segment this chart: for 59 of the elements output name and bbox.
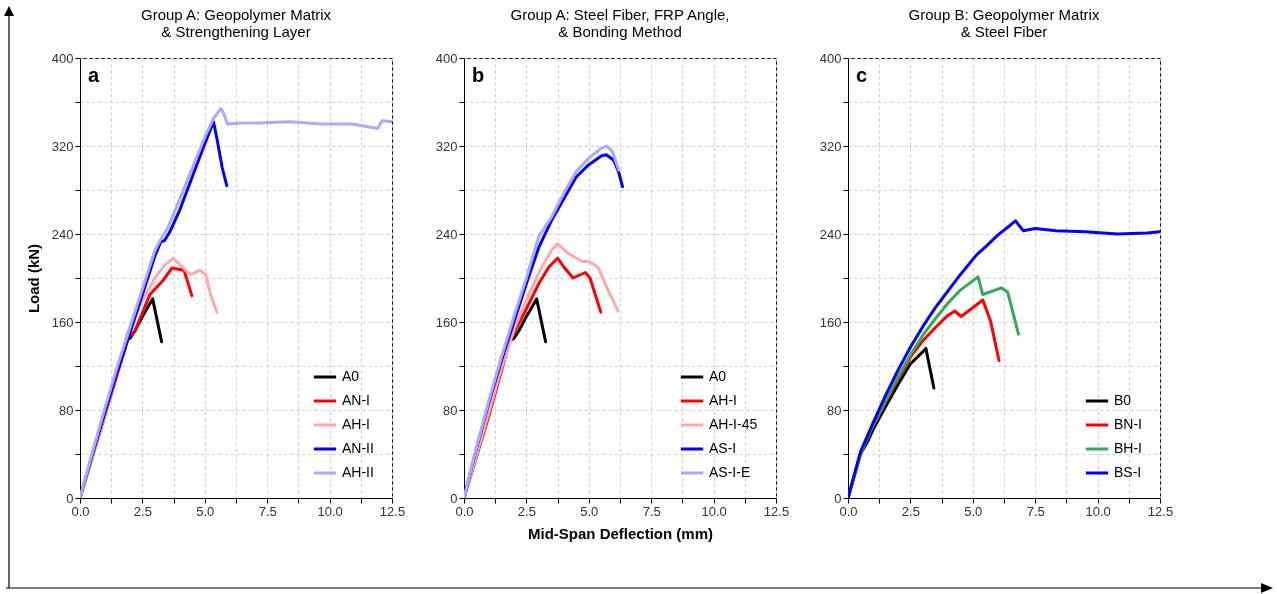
y-tick-label: 320 bbox=[51, 138, 74, 154]
y-tick-label: 320 bbox=[819, 138, 842, 154]
x-tick-label: 0.0 bbox=[71, 503, 90, 519]
x-tick-label: 12.5 bbox=[379, 503, 406, 519]
legend-label: AH-I-45 bbox=[709, 416, 758, 432]
x-tick-label: 12.5 bbox=[763, 503, 790, 519]
legend-label: AH-I bbox=[709, 392, 737, 408]
y-tick-label: 160 bbox=[435, 314, 458, 330]
legend-label: AS-I-E bbox=[709, 464, 751, 480]
y-tick-label: 400 bbox=[51, 50, 74, 66]
chart-title: Group A: Geopolymer Matrix & Strengthening Layer bbox=[140, 6, 332, 40]
y-tick-label: 400 bbox=[435, 50, 458, 66]
x-tick-label: 7.5 bbox=[642, 503, 661, 519]
y-tick-label: 0 bbox=[450, 490, 458, 506]
y-tick-label: 240 bbox=[51, 226, 74, 242]
legend-label: A0 bbox=[709, 368, 727, 384]
y-tick-label: 0 bbox=[66, 490, 74, 506]
x-tick-label: 2.5 bbox=[901, 503, 920, 519]
legend-label: B0 bbox=[1114, 392, 1132, 408]
legend-label: AH-I bbox=[342, 416, 370, 432]
y-tick-label: 80 bbox=[59, 402, 74, 418]
legend-label: AS-I bbox=[709, 440, 737, 456]
x-axis-title: Mid-Span Deflection (mm) bbox=[527, 524, 714, 542]
x-tick-label: 10.0 bbox=[701, 503, 727, 519]
y-tick-label: 320 bbox=[435, 138, 458, 154]
legend-label: BN-I bbox=[1114, 416, 1142, 432]
y-tick-label: 240 bbox=[819, 226, 842, 242]
legend-label: AN-I bbox=[342, 392, 370, 408]
annotation: c bbox=[856, 64, 868, 86]
legend-label: AH-II bbox=[342, 464, 374, 480]
y-tick-label: 160 bbox=[819, 314, 842, 330]
x-tick-label: 0.0 bbox=[839, 503, 858, 519]
chart-title: Group A: Steel Fiber, FRP Angle, & Bonding Method bbox=[510, 6, 730, 40]
y-tick-label: 0 bbox=[834, 490, 842, 506]
legend-label: A0 bbox=[342, 368, 360, 384]
x-tick-label: 10.0 bbox=[317, 503, 343, 519]
legend-label: AN-II bbox=[342, 440, 374, 456]
y-tick-label: 240 bbox=[435, 226, 458, 242]
y-tick-label: 400 bbox=[819, 50, 842, 66]
x-tick-label: 7.5 bbox=[1026, 503, 1045, 519]
y-tick-label: 80 bbox=[827, 402, 842, 418]
x-tick-label: 12.5 bbox=[1147, 503, 1174, 519]
x-tick-label: 10.0 bbox=[1085, 503, 1111, 519]
line-series bbox=[509, 297, 548, 344]
annotation: a bbox=[88, 64, 100, 86]
x-tick-label: 0.0 bbox=[455, 503, 474, 519]
y-tick-label: 80 bbox=[443, 402, 458, 418]
x-tick-label: 5.0 bbox=[580, 503, 599, 519]
x-tick-label: 2.5 bbox=[517, 503, 536, 519]
x-tick-label: 5.0 bbox=[964, 503, 983, 519]
x-tick-label: 2.5 bbox=[133, 503, 152, 519]
y-axis-title: Load (kN) bbox=[24, 243, 42, 314]
chart-title: Group B: Geopolymer Matrix & Steel Fiber bbox=[908, 6, 1100, 40]
annotation: b bbox=[472, 64, 485, 86]
x-tick-label: 5.0 bbox=[196, 503, 215, 519]
y-tick-label: 160 bbox=[51, 314, 74, 330]
legend-label: BS-I bbox=[1114, 464, 1142, 480]
legend-label: BH-I bbox=[1114, 440, 1142, 456]
x-tick-label: 7.5 bbox=[258, 503, 277, 519]
